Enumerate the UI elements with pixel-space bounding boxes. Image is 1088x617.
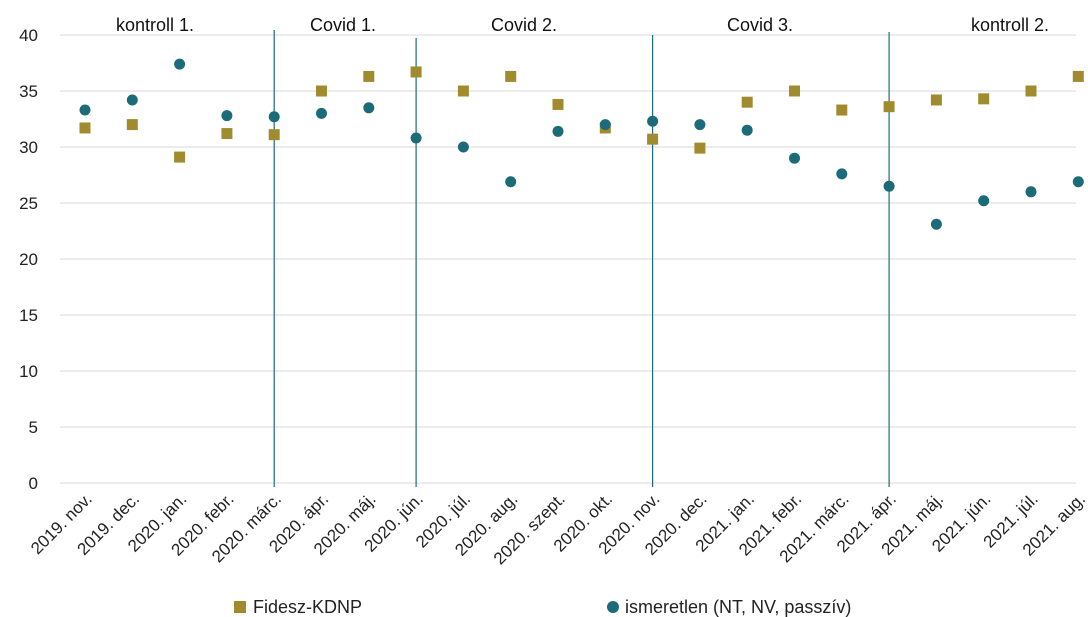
data-point (363, 102, 375, 114)
phase-label: Covid 1. (310, 15, 376, 35)
phase-label: Covid 2. (491, 15, 557, 35)
phase-labels: kontroll 1. Covid 1. Covid 2. Covid 3. kontr… (116, 15, 1049, 35)
data-point (883, 101, 895, 113)
legend-label: ismeretlen (NT, NV, passzív) (625, 597, 851, 617)
legend-marker-circle (607, 601, 619, 613)
data-point (268, 129, 280, 141)
phase-label: kontroll 2. (971, 15, 1049, 35)
data-point (505, 176, 517, 188)
y-tick-label: 35 (19, 82, 38, 101)
data-point (174, 58, 186, 70)
data-series (79, 58, 1084, 230)
data-point (1072, 176, 1084, 188)
data-point (741, 124, 753, 136)
data-point (1025, 85, 1037, 97)
phase-label: kontroll 1. (116, 15, 194, 35)
y-tick-label: 25 (19, 194, 38, 213)
data-point (978, 195, 990, 207)
data-point (883, 180, 895, 192)
legend-item: Fidesz-KDNP (234, 597, 362, 617)
legend-item: ismeretlen (NT, NV, passzív) (607, 597, 851, 617)
x-axis: 2019. nov.2019. dec.2020. jan.2020. febr… (27, 489, 1088, 568)
data-point (410, 132, 422, 144)
data-point (978, 93, 990, 105)
data-point (268, 111, 280, 123)
data-point (741, 96, 753, 108)
data-point (457, 141, 469, 153)
legend-marker-square (234, 601, 246, 613)
grid (60, 34, 1076, 484)
data-point (930, 94, 942, 106)
data-point (836, 104, 848, 116)
data-point (126, 119, 138, 131)
data-point (599, 119, 611, 131)
y-tick-label: 0 (29, 474, 38, 493)
series-ismeretlen (79, 58, 1084, 230)
data-point (1072, 70, 1084, 82)
data-point (1025, 186, 1037, 198)
y-tick-label: 40 (19, 26, 38, 45)
series-fidesz-kdnp (79, 66, 1084, 163)
legend-label: Fidesz-KDNP (253, 597, 362, 617)
data-point (363, 70, 375, 82)
data-point (126, 94, 138, 106)
data-point (174, 151, 186, 163)
data-point (789, 85, 800, 97)
data-point (694, 142, 706, 154)
data-point (836, 168, 848, 180)
y-tick-label: 20 (19, 250, 38, 269)
data-point (694, 119, 706, 131)
data-point (930, 218, 942, 230)
y-tick-label: 15 (19, 306, 38, 325)
data-point (410, 66, 422, 78)
data-point (505, 70, 517, 82)
data-point (552, 125, 564, 137)
legend: Fidesz-KDNP ismeretlen (NT, NV, passzív) (234, 597, 851, 617)
data-point (316, 85, 327, 97)
y-tick-label: 5 (29, 418, 38, 437)
data-point (647, 133, 659, 145)
y-tick-label: 10 (19, 362, 38, 381)
data-point (316, 107, 327, 119)
data-point (221, 128, 233, 140)
data-point (647, 115, 659, 127)
data-point (552, 98, 564, 110)
phase-label: Covid 3. (727, 15, 793, 35)
y-axis: 0 5 10 15 20 25 30 35 40 (19, 26, 38, 493)
data-point (221, 110, 233, 122)
data-point (79, 122, 91, 134)
y-tick-label: 30 (19, 138, 38, 157)
data-point (79, 104, 91, 116)
data-point (457, 85, 469, 97)
data-point (789, 152, 800, 164)
